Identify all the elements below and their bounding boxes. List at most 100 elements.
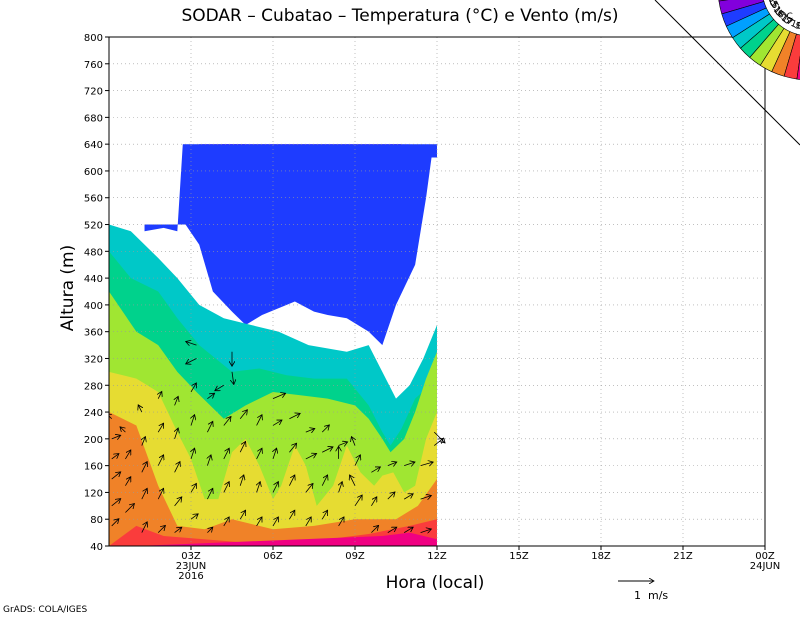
legend-swatch [796, 55, 800, 80]
x-tick-label: 18Z [591, 551, 611, 562]
y-tick-label: 160 [84, 462, 103, 473]
legend-swatch [771, 31, 797, 77]
wind-vector [174, 527, 182, 533]
wind-vector [321, 425, 329, 433]
legend-label: 14.5 [764, 0, 778, 7]
wind-vector [354, 455, 360, 466]
y-axis-label: Altura (m) [58, 245, 78, 331]
wind-vector [223, 448, 229, 460]
wind-vector [186, 358, 197, 363]
y-tick-label: 560 [84, 194, 103, 205]
y-tick-label: 600 [84, 167, 103, 178]
wind-vector [191, 448, 195, 460]
wind-vector [272, 420, 282, 426]
wind-vector [305, 517, 311, 527]
x-tick-label: 21Z [673, 551, 693, 562]
wind-vector [354, 495, 362, 507]
wind-vector [125, 450, 130, 460]
temperature-band [144, 144, 437, 346]
wind-vector [387, 527, 397, 533]
wind-vector [174, 497, 182, 507]
wind-vector [120, 427, 126, 433]
x-tick-label: 2016 [178, 571, 203, 582]
wind-vector [141, 522, 147, 533]
wind-vector [207, 421, 212, 433]
wind-vector [273, 448, 277, 460]
wind-vector [256, 415, 262, 426]
wind-vector [289, 510, 294, 520]
legend-divider [654, 0, 800, 146]
wind-vector [175, 396, 179, 406]
x-axis-label: Hora (local) [386, 573, 485, 593]
wind-vector [157, 525, 165, 533]
wind-vector [371, 525, 378, 533]
wind-vector [141, 462, 147, 473]
legend-label: 18 [789, 19, 800, 32]
wind-vector [157, 423, 163, 433]
wind-vector [387, 492, 395, 500]
wind-vector [305, 483, 313, 493]
chart-title: SODAR – Cubatao – Temperatura (°C) e Ven… [181, 6, 618, 26]
wind-vector [190, 514, 198, 520]
wind-vector [207, 455, 211, 466]
vector-key: 1 m/s [618, 581, 668, 602]
y-tick-label: 360 [84, 328, 103, 339]
wind-vector [111, 454, 119, 460]
wind-vector [371, 467, 380, 473]
wind-vector [190, 383, 196, 393]
x-tick-label: 15Z [509, 551, 529, 562]
wind-vector [190, 483, 196, 493]
y-tick-label: 440 [84, 274, 103, 285]
legend-swatch [740, 19, 779, 58]
y-tick-label: 80 [90, 515, 103, 526]
vector-key-label: 1 m/s [634, 589, 668, 602]
wind-vector [403, 494, 413, 500]
y-tick-label: 480 [84, 247, 103, 258]
wind-vector [351, 437, 355, 446]
y-tick-label: 400 [84, 301, 103, 312]
y-tick-label: 320 [84, 354, 103, 365]
wind-vector [157, 488, 163, 500]
wind-vector [125, 477, 130, 486]
wind-vector [338, 442, 348, 446]
wind-vector [322, 447, 333, 453]
wind-vector [305, 454, 317, 460]
wind-vector [223, 482, 229, 493]
legend-swatch [749, 23, 785, 66]
wind-vector [272, 482, 278, 493]
wind-vector [239, 410, 247, 419]
wind-vector [420, 462, 434, 466]
wind-vector [272, 393, 286, 400]
y-tick-label: 800 [84, 33, 103, 44]
wind-vector [404, 462, 415, 466]
legend-swatch [783, 33, 800, 80]
temperature-band [109, 532, 437, 546]
wind-vector [125, 504, 134, 513]
x-tick-label: 03Z [181, 551, 201, 562]
x-tick-label: 06Z [263, 551, 283, 562]
wind-vector [232, 371, 234, 385]
wind-vector [289, 443, 296, 453]
wind-vector [321, 510, 327, 520]
wind-vector [111, 519, 119, 527]
legend-swatch [725, 7, 771, 39]
footer-credit: GrADS: COLA/IGES [3, 605, 87, 615]
y-tick-label: 240 [84, 408, 103, 419]
x-tick-label: 09Z [345, 551, 365, 562]
y-tick-label: 280 [84, 381, 103, 392]
y-tick-label: 640 [84, 140, 103, 151]
wind-vector [257, 482, 261, 493]
wind-vector [174, 462, 180, 473]
wind-vector [158, 391, 162, 399]
wind-vector [272, 517, 278, 527]
wind-vector [111, 499, 121, 507]
y-tick-label: 760 [84, 60, 103, 71]
legend-label: 15 [766, 0, 779, 9]
wind-vector [191, 415, 195, 426]
wind-vector [256, 448, 262, 460]
wind-vector [289, 413, 300, 420]
y-tick-label: 200 [84, 435, 103, 446]
